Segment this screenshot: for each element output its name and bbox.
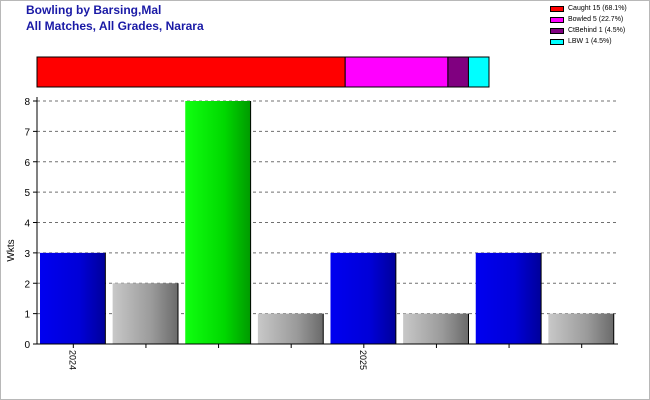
x-tick-label: 2024 — [68, 350, 78, 370]
chart-subtitle: All Matches, All Grades, Narara — [26, 19, 204, 33]
legend-swatch — [550, 38, 564, 45]
legend-label: LBW 1 (4.5%) — [568, 38, 612, 45]
legend: Caught 15 (68.1%) Bowled 5 (22.7%) CtBehin… — [550, 3, 646, 47]
legend-label: CtBehind 1 (4.5%) — [568, 27, 626, 34]
legend-item: Caught 15 (68.1%) — [550, 3, 646, 14]
legend-swatch — [550, 27, 564, 34]
y-tick-label: 7 — [24, 127, 30, 138]
legend-swatch — [550, 16, 564, 23]
y-tick-label: 4 — [24, 219, 30, 230]
bar — [185, 101, 251, 344]
bar — [40, 252, 106, 344]
stack-segment — [344, 56, 449, 88]
bar — [548, 313, 614, 344]
bar — [475, 252, 542, 344]
y-tick-label: 0 — [24, 340, 30, 351]
chart-title: Bowling by Barsing,Mal — [26, 3, 162, 17]
y-axis-label: Wkts — [6, 239, 17, 261]
bar — [330, 252, 396, 344]
y-tick-label: 5 — [24, 188, 30, 199]
x-tick-label: 2025 — [358, 350, 368, 370]
legend-label: Caught 15 (68.1%) — [568, 5, 627, 12]
y-tick-label: 6 — [24, 158, 30, 169]
axes: 0 1 2 3 4 5 6 7 8 2024 2025 Wkts — [6, 97, 618, 370]
legend-label: Bowled 5 (22.7%) — [568, 16, 624, 23]
legend-item: Bowled 5 (22.7%) — [550, 14, 646, 25]
stack-segment — [36, 56, 346, 88]
legend-item: CtBehind 1 (4.5%) — [550, 25, 646, 36]
bar — [257, 313, 324, 344]
legend-swatch — [550, 5, 564, 12]
bar — [403, 313, 469, 344]
bars — [40, 101, 615, 344]
stack-segment — [447, 56, 469, 88]
dismissal-stack-bar — [36, 56, 490, 88]
y-tick-label: 2 — [24, 279, 30, 290]
legend-item: LBW 1 (4.5%) — [550, 36, 646, 47]
y-tick-label: 1 — [24, 310, 30, 321]
y-tick-label: 8 — [24, 97, 30, 108]
y-tick-label: 3 — [24, 249, 30, 260]
bar — [112, 283, 178, 344]
stack-segment — [467, 56, 490, 88]
